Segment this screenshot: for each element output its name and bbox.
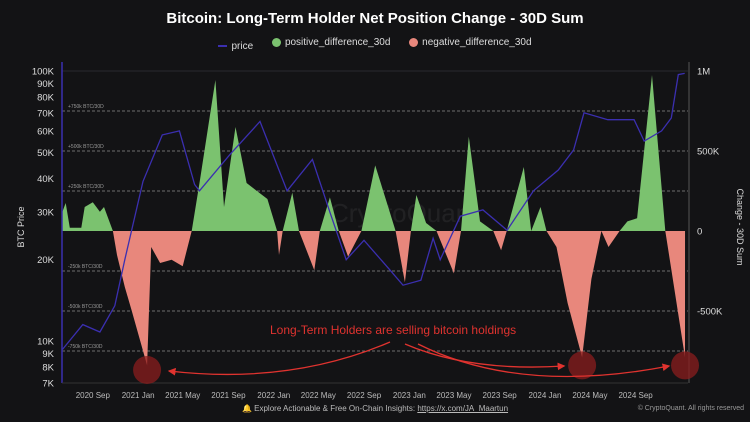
y-left-tick-label: 50K bbox=[37, 148, 55, 159]
y-left-tick-label: 40K bbox=[37, 174, 55, 185]
highlight-circle bbox=[671, 351, 700, 380]
dot-swatch-icon bbox=[271, 38, 281, 47]
highlight-circle bbox=[133, 356, 162, 384]
legend-label: price bbox=[231, 40, 254, 52]
y-left-tick-label: 30K bbox=[37, 208, 55, 219]
legend-label: negative_difference_30d bbox=[422, 37, 532, 48]
y-left-tick-label: 60K bbox=[37, 126, 55, 137]
x-tick-label: 2023 Jan bbox=[393, 391, 426, 400]
y-left-axis-title: BTC Price bbox=[16, 206, 26, 247]
bell-icon: 🔔 bbox=[241, 404, 252, 413]
y-right-axis-title: Change - 30D Sum bbox=[735, 188, 745, 265]
y-left-tick-label: 80K bbox=[37, 93, 55, 104]
y-right-tick-label: 500K bbox=[697, 147, 720, 158]
copyright: © CryptoQuant. All rights reserved bbox=[637, 405, 744, 412]
x-tick-label: 2023 May bbox=[436, 391, 471, 400]
footer-text: Explore Actionable & Free On-Chain Insig… bbox=[254, 404, 418, 413]
reference-line-label: +750k BTC/30D bbox=[68, 104, 104, 110]
legend-item-positive[interactable]: positive_difference_30d bbox=[271, 37, 391, 48]
y-left-tick-label: 10K bbox=[37, 337, 55, 348]
reference-line-label: +500k BTC/30D bbox=[68, 144, 104, 150]
positive-difference-area bbox=[62, 75, 686, 231]
y-left-tick-label: 8K bbox=[42, 363, 54, 374]
reference-line-label: +250k BTC/30D bbox=[68, 184, 104, 190]
price-line bbox=[61, 72, 685, 350]
y-left-tick-label: 100K bbox=[32, 67, 55, 78]
reference-line-label: -250k BTC/30D bbox=[68, 264, 103, 270]
x-tick-label: 2024 Jan bbox=[529, 391, 562, 400]
annotation-arrow bbox=[404, 343, 566, 371]
y-left-tick-label: 9K bbox=[42, 349, 54, 360]
y-left-tick-label: 7K bbox=[42, 378, 54, 389]
x-tick-label: 2022 Jan bbox=[257, 391, 290, 400]
dot-swatch-icon bbox=[409, 38, 419, 47]
x-tick-label: 2023 Sep bbox=[483, 391, 518, 400]
y-left-tick-label: 70K bbox=[37, 108, 55, 119]
x-tick-label: 2020 Sep bbox=[76, 391, 111, 400]
legend-label: positive_difference_30d bbox=[284, 37, 391, 48]
x-tick-label: 2022 Sep bbox=[347, 391, 382, 400]
annotation-text: Long-Term Holders are selling bitcoin ho… bbox=[270, 323, 516, 337]
x-tick-label: 2024 May bbox=[572, 391, 607, 400]
reference-line-label: -500k BTC/30D bbox=[68, 304, 103, 310]
legend: price positive_difference_30d negative_d… bbox=[0, 37, 750, 52]
legend-item-price[interactable]: price bbox=[218, 41, 253, 52]
y-right-tick-label: 0 bbox=[697, 227, 702, 238]
y-left-tick-label: 90K bbox=[37, 79, 55, 90]
reference-line-label: -750k BTC/30D bbox=[68, 344, 103, 350]
annotation-arrow bbox=[167, 341, 391, 376]
negative-difference-area bbox=[62, 231, 686, 366]
watermark: CryptoQuant bbox=[330, 198, 478, 228]
y-right-tick-label: -500K bbox=[697, 307, 723, 318]
legend-item-negative[interactable]: negative_difference_30d bbox=[409, 37, 532, 48]
x-tick-label: 2021 Sep bbox=[211, 391, 246, 400]
annotation-arrow bbox=[417, 343, 671, 378]
footer: 🔔 Explore Actionable & Free On-Chain Ins… bbox=[0, 404, 750, 413]
x-tick-label: 2022 May bbox=[301, 391, 336, 400]
x-tick-label: 2021 May bbox=[165, 391, 200, 400]
chart-title: Bitcoin: Long-Term Holder Net Position C… bbox=[166, 10, 584, 27]
line-swatch-icon bbox=[218, 45, 228, 47]
y-left-tick-label: 20K bbox=[37, 255, 55, 266]
y-right-tick-label: 1M bbox=[697, 67, 710, 78]
x-tick-label: 2024 Sep bbox=[618, 391, 653, 400]
footer-link[interactable]: https://x.com/JA_Maartun bbox=[417, 404, 509, 413]
highlight-circle bbox=[568, 351, 597, 380]
x-tick-label: 2021 Jan bbox=[122, 391, 155, 400]
